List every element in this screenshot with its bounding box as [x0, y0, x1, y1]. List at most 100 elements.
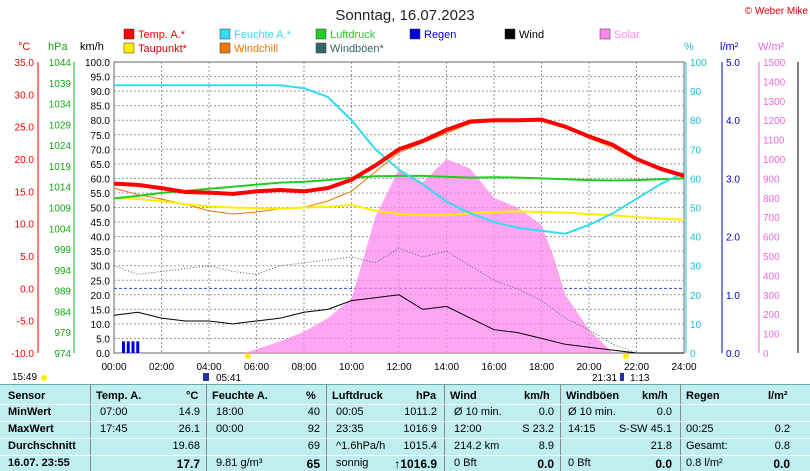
- table-w-time: 12:00: [454, 423, 482, 435]
- legend-swatch: [219, 42, 231, 54]
- legend-label: Solar: [614, 29, 640, 41]
- legend-label: Temp. A.*: [138, 29, 186, 41]
- table-t-value: 19.68: [172, 440, 200, 452]
- legend: Temp. A.* Feuchte A.* Luftdruck Regen Wind So…: [123, 28, 640, 55]
- header-temp: Temp. A.: [96, 390, 142, 402]
- axes: 00:00 02:00 04:00 06:00 08:00 10:00 12:00 14:00…: [11, 58, 799, 373]
- table-h-value: 69: [307, 440, 320, 452]
- table-w-time: 214.2 km: [454, 440, 500, 452]
- solar-area: [114, 159, 684, 353]
- legend-swatch: [123, 28, 135, 40]
- temperature-line: [113, 117, 685, 196]
- pressure-tick-label: 989: [54, 287, 71, 298]
- header-gust: Windböen: [566, 390, 620, 402]
- table-r-time: Gesamt:: [686, 440, 728, 452]
- humidity-line: [114, 84, 685, 235]
- temp-tick-label: -10.0: [11, 349, 34, 360]
- wind-tick-label: 80.0: [91, 116, 111, 127]
- x-tick-label: 02:00: [149, 362, 174, 373]
- header-temp-unit: °C: [186, 390, 199, 402]
- wind-tick-label: 90.0: [91, 87, 111, 98]
- wind-tick-label: 25.0: [91, 276, 111, 287]
- table-p-time: sonnig: [336, 457, 369, 469]
- temp-tick-label: 30.0: [15, 90, 35, 101]
- table-r-time: 0.8 l/m²: [686, 457, 723, 469]
- x-tick-label: 12:00: [386, 362, 411, 373]
- row-divider: [0, 455, 810, 456]
- solar-tick-label: 1300: [763, 97, 786, 108]
- header-sensor: Sensor: [8, 390, 46, 402]
- table-h-time: 9.81 g/m³: [216, 457, 263, 469]
- header-wind-unit: km/h: [524, 390, 550, 402]
- legend-swatch: [599, 28, 611, 40]
- solar-tick-label: 100: [763, 330, 780, 341]
- legend-swatch: [409, 28, 421, 40]
- legend-swatch: [219, 28, 231, 40]
- table-row-label: 16.07. 23:55: [8, 457, 70, 469]
- pressure-tick-label: 1044: [49, 58, 72, 69]
- unit-solar: W/m²: [758, 41, 785, 53]
- legend-label: Feuchte A.*: [234, 29, 292, 41]
- x-tick-label: 14:00: [434, 362, 459, 373]
- pressure-tick-label: 1014: [49, 183, 72, 194]
- solar-tick-label: 300: [763, 291, 780, 302]
- solar-tick-label: 800: [763, 194, 780, 205]
- table-g-dir: S-SW 45.1: [618, 423, 672, 435]
- table-g-time: Ø 10 min.: [568, 406, 616, 418]
- humidity-tick-label: 80: [690, 116, 702, 127]
- table-p-value: 1016.9: [403, 423, 437, 435]
- table-row-label: MaxWert: [8, 423, 54, 435]
- solar-tick-label: 500: [763, 252, 780, 263]
- pressure-tick-label: 979: [54, 328, 71, 339]
- temp-tick-label: 10.0: [15, 220, 35, 231]
- sunrise-label: 05:41: [216, 373, 241, 384]
- x-tick-label: 06:00: [244, 362, 269, 373]
- unit-temp: °C: [18, 41, 30, 53]
- temp-tick-label: 15.0: [15, 187, 35, 198]
- wind-tick-label: 5.0: [96, 334, 110, 345]
- axis-units: °C hPa km/h% l/m² W/m²: [18, 41, 785, 53]
- pressure-tick-label: 994: [54, 266, 71, 277]
- table-r-value: 0.8: [774, 440, 790, 452]
- wind-tick-label: 30.0: [91, 262, 111, 273]
- legend-label: Taupunkt*: [138, 43, 188, 55]
- header-pressure-unit: hPa: [416, 390, 437, 402]
- sunset-label: 21:31: [592, 373, 617, 384]
- x-tick-label: 00:00: [101, 362, 126, 373]
- table-w-value: 8.9: [538, 440, 554, 452]
- pressure-line: [113, 174, 685, 200]
- rain-bar: [126, 341, 130, 353]
- table-t-time: 07:00: [100, 406, 128, 418]
- table-t-value: 14.9: [178, 406, 200, 418]
- wind-line: [113, 294, 684, 354]
- rain-tick-label: 0.0: [726, 349, 740, 360]
- wind-tick-label: 85.0: [91, 102, 111, 113]
- table-w-value: 0.0: [537, 457, 554, 471]
- wind-tick-label: 15.0: [91, 305, 111, 316]
- credit-label: © Weber Mike: [745, 6, 809, 17]
- sunset-icon: [620, 373, 624, 381]
- weather-chart: Sonntag, 16.07.2023 © Weber Mike Temp. A…: [11, 6, 809, 384]
- legend-label: Regen: [424, 29, 456, 41]
- wind-tick-label: 55.0: [91, 189, 111, 200]
- table-p-value: 1011.2: [404, 406, 437, 418]
- wind-tick-label: 60.0: [91, 174, 111, 185]
- sun-icon: [41, 375, 47, 381]
- table-r-time: 00:25: [686, 423, 714, 435]
- table-h-value: 65: [306, 457, 320, 471]
- x-tick-label: 08:00: [291, 362, 316, 373]
- legend-swatch: [123, 42, 135, 54]
- pressure-tick-label: 999: [54, 245, 71, 256]
- solar-tick-label: 1500: [763, 58, 786, 69]
- table-p-value: ↑1016.9: [394, 457, 437, 471]
- x-tick-label: 20:00: [576, 362, 601, 373]
- wind-tick-label: 95.0: [91, 73, 111, 84]
- wind-tick-label: 40.0: [91, 233, 111, 244]
- solar-tick-label: 900: [763, 174, 780, 185]
- table-r-value: 0.2: [774, 423, 790, 435]
- wind-tick-label: 100.0: [85, 58, 110, 69]
- pressure-tick-label: 1019: [49, 162, 72, 173]
- unit-rain: l/m²: [720, 41, 739, 53]
- temp-tick-label: 0.0: [20, 284, 34, 295]
